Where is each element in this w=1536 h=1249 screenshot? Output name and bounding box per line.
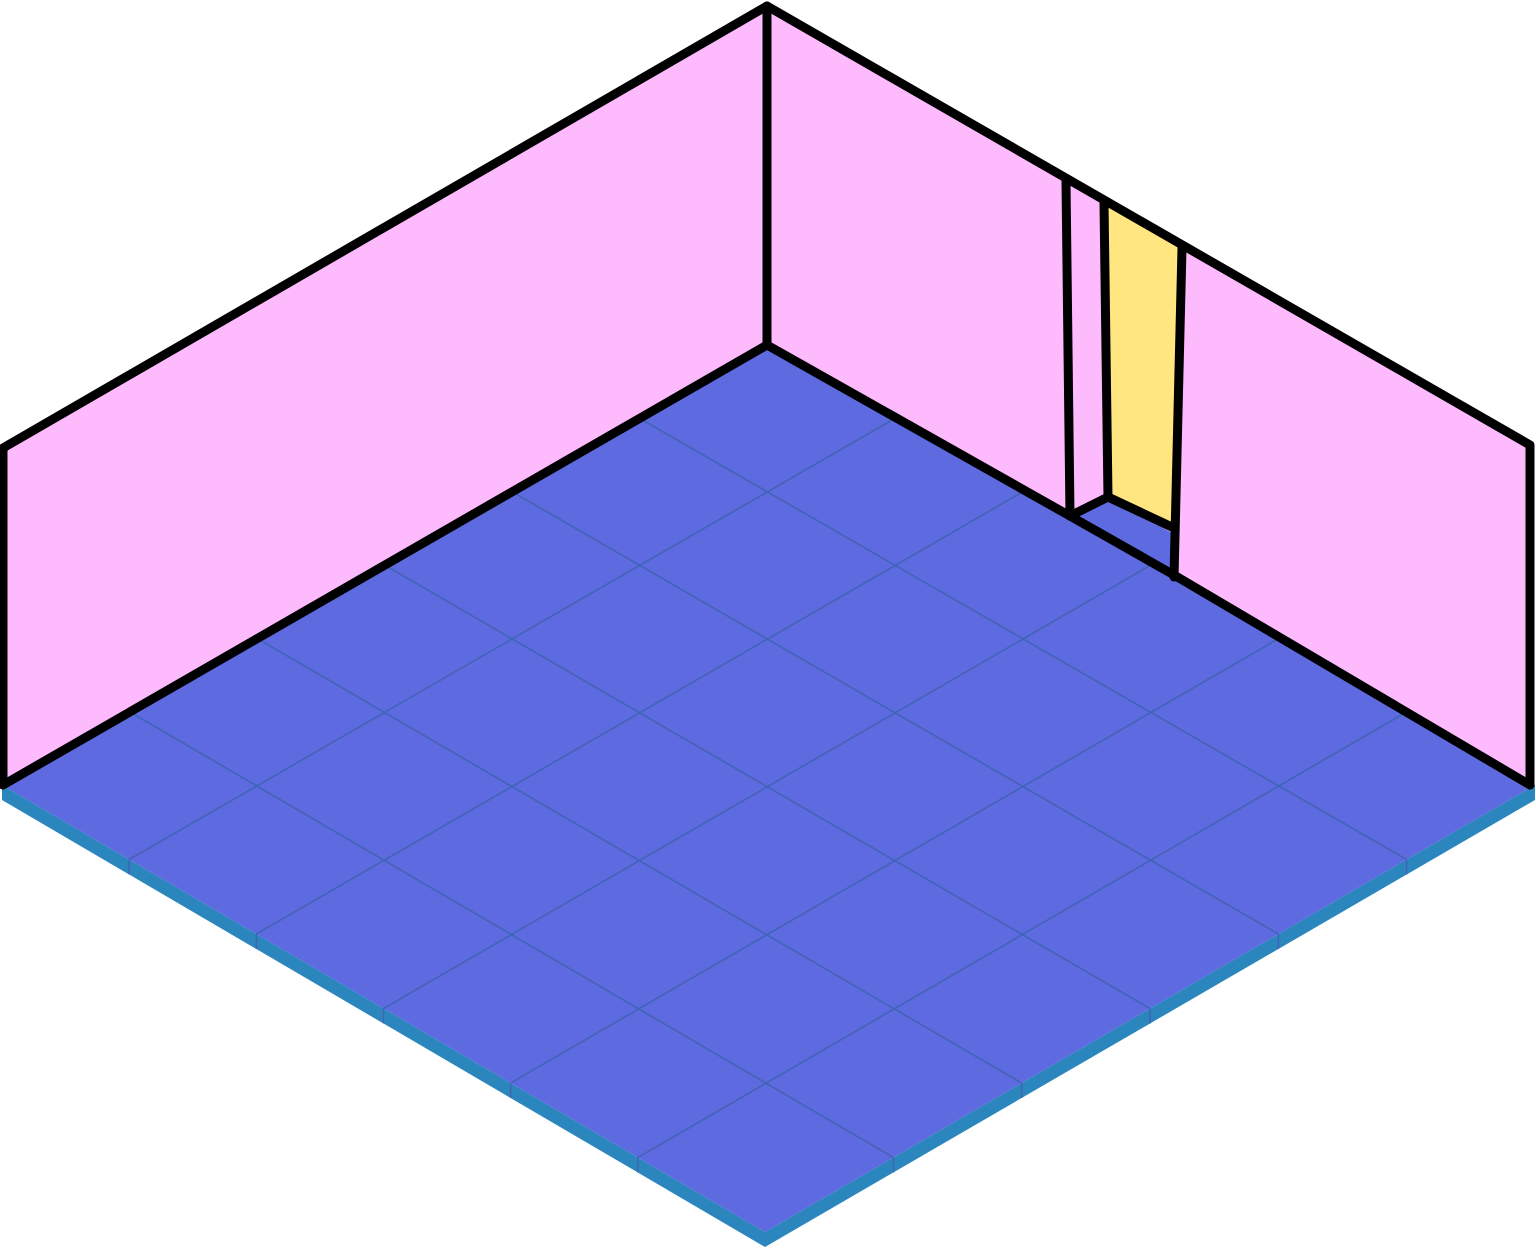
floor-grid-line [637, 711, 1408, 1159]
floor-grid-line [510, 637, 1280, 1084]
floor-tile-grid [128, 417, 1408, 1173]
floor-grid-line [128, 417, 896, 861]
floor-grid-line [383, 564, 1152, 1010]
door-frame-left-outline [1061, 177, 1113, 521]
left-wall [3, 6, 767, 785]
floor-grid-line [255, 491, 1024, 935]
door-frame [1066, 182, 1108, 516]
right-wall-base-outline-b [1169, 570, 1535, 790]
room-outlines [0, 1, 1535, 790]
right-wall-base-outline-a [762, 340, 1075, 521]
door-frame-right-outline [1169, 243, 1187, 582]
door-icon[interactable] [1104, 203, 1182, 528]
doorway-floor-outline [1065, 511, 1179, 580]
door-panel-outline [1103, 492, 1179, 533]
right-wall-top-outline [762, 1, 1535, 790]
